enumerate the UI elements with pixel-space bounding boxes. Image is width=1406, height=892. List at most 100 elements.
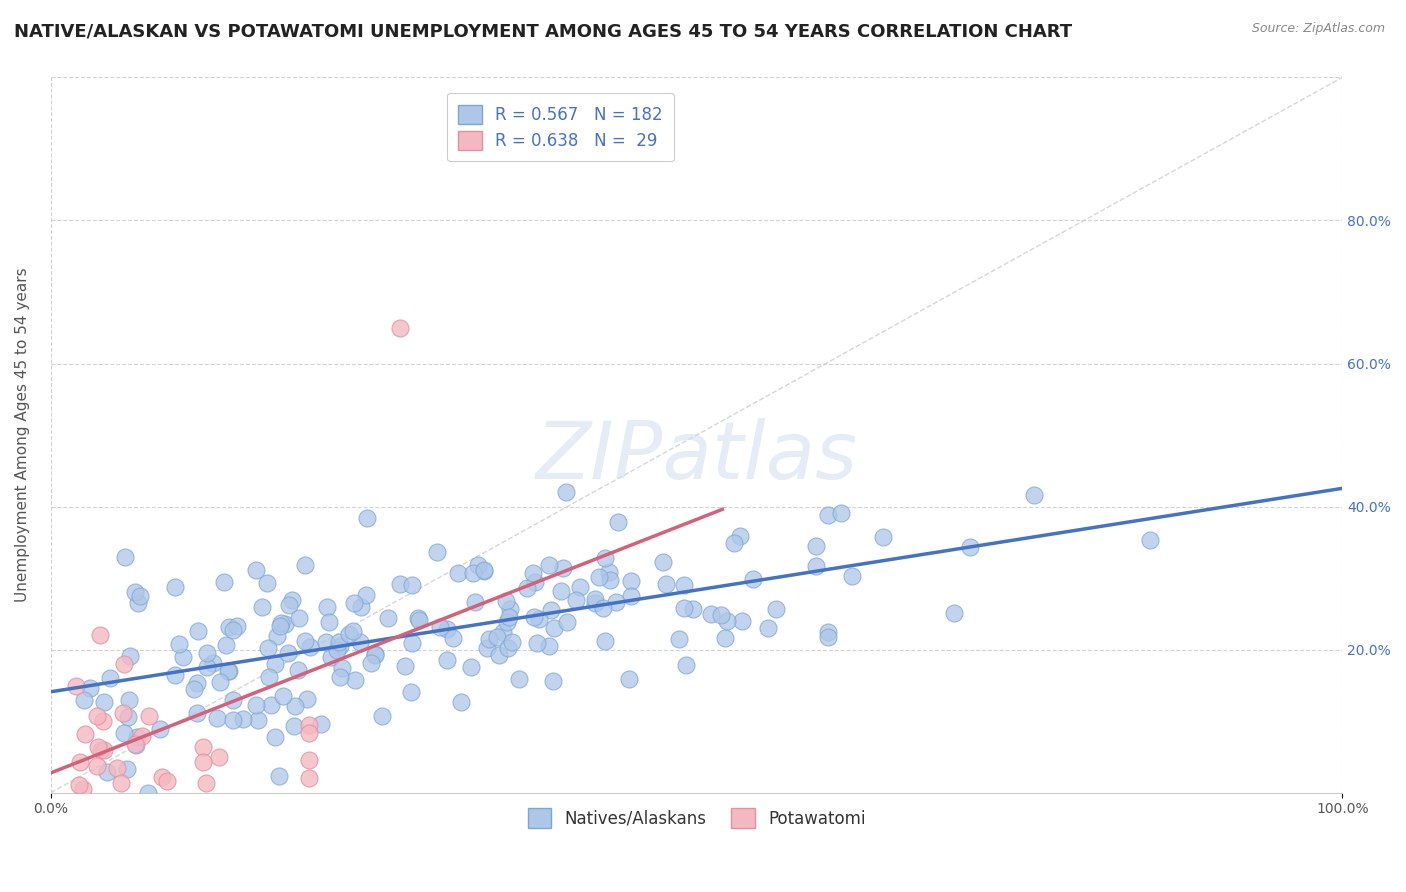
Point (672, 600, 695, 615)
Point (298, 718, 321, 732)
Point (538, 558, 561, 572)
Point (129, 589, 152, 603)
Point (598, 566, 620, 580)
Point (264, 730, 287, 744)
Point (89, 628, 111, 642)
Point (523, 609, 546, 624)
Point (441, 631, 464, 645)
Point (377, 610, 399, 624)
Point (214, 574, 236, 589)
Point (464, 595, 486, 609)
Point (472, 563, 495, 577)
Point (269, 619, 291, 633)
Point (316, 600, 339, 615)
Point (91, 714, 114, 728)
Point (668, 632, 690, 646)
Legend: Natives/Alaskans, Potawatomi: Natives/Alaskans, Potawatomi (522, 802, 872, 834)
Point (298, 726, 321, 740)
Point (193, 755, 215, 769)
Point (315, 635, 337, 649)
Point (298, 640, 321, 654)
Point (959, 541, 981, 555)
Point (266, 629, 288, 643)
Point (652, 555, 675, 569)
Point (488, 648, 510, 662)
Point (222, 692, 245, 706)
Point (245, 564, 267, 578)
Point (124, 738, 146, 752)
Point (593, 551, 616, 566)
Point (496, 615, 519, 630)
Point (93, 695, 115, 709)
Point (492, 625, 515, 640)
Point (723, 536, 745, 550)
Point (167, 637, 190, 651)
Point (191, 739, 214, 754)
Point (278, 599, 301, 613)
Point (388, 320, 411, 334)
Point (817, 630, 839, 644)
Point (232, 712, 254, 726)
Point (294, 634, 316, 648)
Point (257, 670, 280, 684)
Point (87, 740, 110, 755)
Point (343, 596, 366, 610)
Point (543, 621, 565, 635)
Point (287, 664, 309, 678)
Point (165, 580, 187, 594)
Point (496, 640, 519, 655)
Point (207, 711, 229, 725)
Point (326, 643, 349, 657)
Point (841, 569, 863, 583)
Point (150, 770, 173, 784)
Point (131, 729, 153, 743)
Point (364, 648, 387, 662)
Point (117, 710, 139, 724)
Point (117, 692, 139, 706)
Point (817, 508, 839, 523)
Point (264, 657, 287, 672)
Point (79, 681, 101, 695)
Point (756, 621, 779, 635)
Point (399, 684, 422, 698)
Point (714, 632, 737, 646)
Point (654, 576, 676, 591)
Point (69, 755, 91, 769)
Point (209, 675, 232, 690)
Point (550, 584, 572, 599)
Point (872, 530, 894, 544)
Point (672, 578, 695, 592)
Point (344, 673, 367, 688)
Point (675, 657, 697, 672)
Point (460, 659, 482, 673)
Point (477, 641, 499, 656)
Point (360, 657, 382, 671)
Point (716, 614, 738, 628)
Point (540, 603, 562, 617)
Point (806, 558, 828, 573)
Point (555, 485, 578, 500)
Point (257, 640, 280, 655)
Point (114, 549, 136, 564)
Point (105, 761, 128, 775)
Text: ZIPatlas: ZIPatlas (536, 417, 858, 495)
Point (450, 695, 472, 709)
Point (599, 574, 621, 588)
Point (183, 682, 205, 697)
Point (214, 638, 236, 652)
Point (817, 624, 839, 639)
Point (426, 545, 449, 559)
Y-axis label: Unemployment Among Ages 45 to 54 years: Unemployment Among Ages 45 to 54 years (15, 268, 30, 602)
Point (73, 693, 96, 707)
Point (309, 717, 332, 731)
Point (728, 529, 751, 543)
Point (830, 506, 852, 520)
Point (67, 778, 90, 792)
Point (75, 727, 97, 741)
Point (186, 676, 208, 690)
Point (527, 612, 550, 626)
Point (156, 773, 179, 788)
Point (298, 753, 321, 767)
Point (149, 722, 172, 736)
Point (125, 730, 148, 744)
